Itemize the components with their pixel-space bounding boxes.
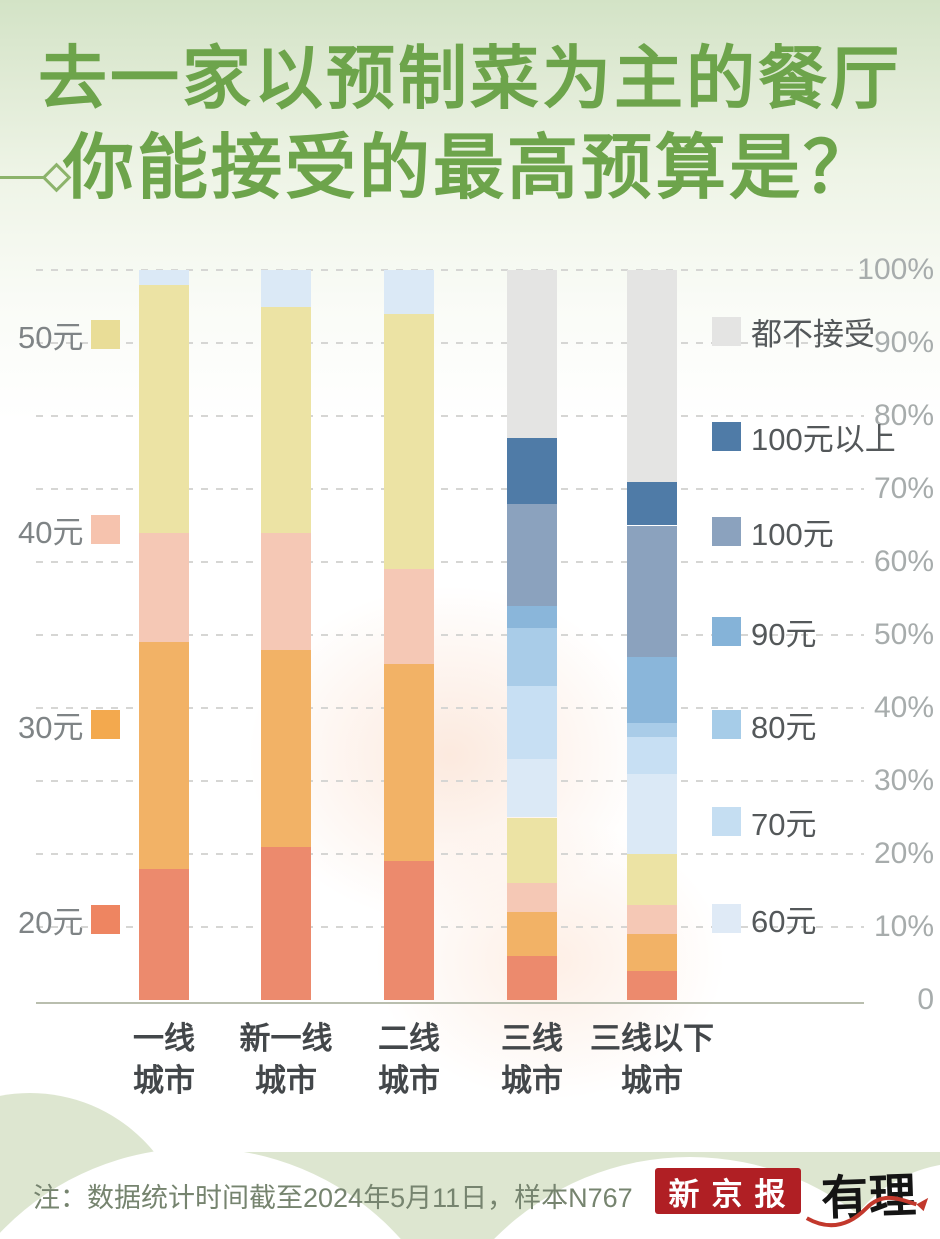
legend-label: 50元: [18, 320, 84, 355]
bar-segment: [627, 773, 677, 854]
legend-label: 80元: [751, 710, 817, 745]
legend-label: 100元以上: [751, 422, 896, 457]
bar-segment: [507, 883, 557, 913]
legend-item: 70元: [712, 799, 816, 844]
bar-segment: [627, 525, 677, 657]
xinjingbao-logo: 新京报: [655, 1168, 801, 1214]
y-axis-tick-label: 80%: [873, 399, 934, 432]
bar-segment: [627, 970, 677, 1000]
bar-segment: [261, 532, 311, 650]
legend-label: 都不接受: [751, 317, 875, 352]
legend-swatch: [91, 710, 121, 739]
page-title-line2: 你能接受的最高预算是？: [62, 129, 877, 208]
data-source-note: 注：数据统计时间截至2024年5月11日，样本N767: [33, 1183, 633, 1213]
gridline: [36, 415, 864, 417]
bar-segment: [384, 270, 434, 314]
legend-item: 20元: [18, 897, 121, 942]
gridline: [36, 269, 864, 271]
legend-item: 80元: [712, 702, 816, 747]
y-axis-tick-label: 20%: [873, 837, 934, 870]
bar-segment: [261, 270, 311, 307]
bar-segment: [139, 532, 189, 643]
bar-segment: [627, 270, 677, 482]
legend-swatch: [712, 422, 741, 451]
y-axis-tick-label: 60%: [873, 545, 934, 578]
bar-segment: [384, 313, 434, 570]
legend-item: 40元: [18, 507, 121, 552]
bar-segment: [507, 605, 557, 628]
legend-item: 100元以上: [712, 414, 896, 459]
legend-swatch: [712, 807, 741, 836]
bar-segment: [627, 737, 677, 774]
legend-label: 100元: [751, 517, 834, 552]
legend-item: 30元: [18, 702, 121, 747]
y-axis-tick-label: 0: [917, 983, 934, 1016]
legend-label: 30元: [18, 710, 84, 745]
bar-segment: [507, 437, 557, 504]
bar-segment: [261, 306, 311, 533]
legend-swatch: [712, 617, 741, 646]
bar-segment: [627, 656, 677, 723]
legend-swatch: [712, 904, 741, 933]
y-axis-tick-label: 30%: [873, 764, 934, 797]
bar-segment: [627, 481, 677, 526]
bar-segment: [384, 861, 434, 1000]
legend-swatch: [91, 905, 121, 934]
page-title-line1: 去一家以预制菜为主的餐厅: [38, 40, 902, 117]
x-axis-category-label: 三线以下 城市: [590, 1021, 714, 1098]
legend-swatch: [712, 317, 741, 346]
bar-segment: [627, 854, 677, 906]
legend-item: 90元: [712, 609, 816, 654]
legend-item: 60元: [712, 896, 816, 941]
gridline: [36, 342, 864, 344]
bar-segment: [139, 868, 189, 1000]
bar-segment: [627, 905, 677, 935]
legend-label: 20元: [18, 905, 84, 940]
bar-segment: [507, 817, 557, 884]
y-axis-tick-label: 100%: [857, 253, 934, 286]
bar-segment: [507, 503, 557, 606]
bar-segment: [507, 759, 557, 818]
bar-segment: [139, 270, 189, 285]
bar-segment: [384, 569, 434, 665]
legend-item: 100元: [712, 509, 834, 554]
bar-segment: [384, 664, 434, 862]
bar-segment: [261, 649, 311, 847]
bar-segment: [139, 284, 189, 533]
bar-segment: [261, 846, 311, 1000]
bar-segment: [507, 627, 557, 687]
title-deco-line: [0, 176, 44, 179]
bar-segment: [139, 642, 189, 869]
legend-swatch: [91, 320, 121, 349]
legend-swatch: [712, 710, 741, 739]
y-axis-tick-label: 10%: [873, 910, 934, 943]
bar-segment: [627, 722, 677, 738]
bar-segment: [507, 270, 557, 438]
legend-swatch: [712, 517, 741, 546]
y-axis-tick-label: 70%: [873, 472, 934, 505]
y-axis-tick-label: 90%: [873, 326, 934, 359]
bar-segment: [507, 956, 557, 1000]
legend-label: 40元: [18, 515, 84, 550]
legend-label: 60元: [751, 904, 817, 939]
x-axis-baseline: [36, 1002, 864, 1004]
red-trend-arrow-icon: [805, 1195, 929, 1228]
bar-segment: [627, 934, 677, 971]
legend-label: 70元: [751, 807, 817, 842]
y-axis-tick-label: 40%: [873, 691, 934, 724]
bar-segment: [507, 912, 557, 957]
legend-item: 都不接受: [712, 309, 875, 354]
youlishu-logo: 有理数: [799, 1154, 940, 1239]
y-axis-tick-label: 50%: [873, 618, 934, 651]
x-axis-category-label: 一线 城市: [133, 1021, 195, 1098]
gridline: [36, 488, 864, 490]
legend-label: 90元: [751, 617, 817, 652]
legend-item: 50元: [18, 312, 121, 357]
legend-swatch: [91, 515, 121, 544]
bar-segment: [507, 686, 557, 760]
